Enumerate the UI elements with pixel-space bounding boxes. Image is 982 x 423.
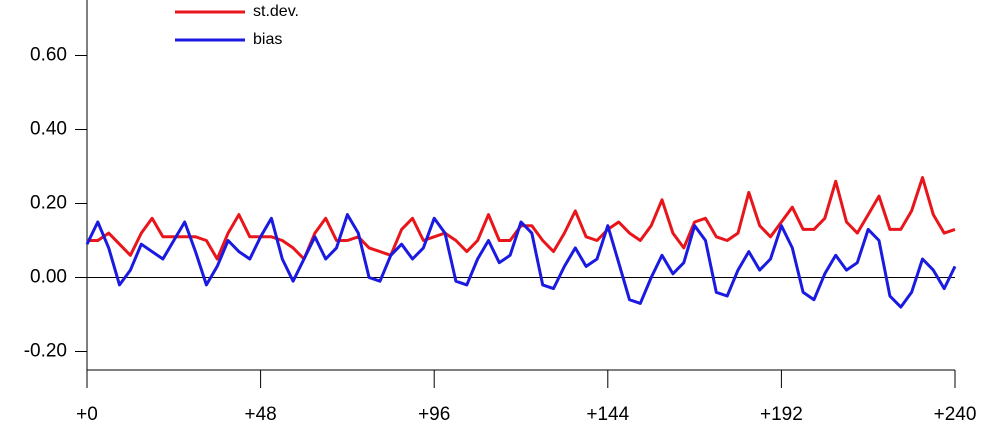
- legend-label: bias: [253, 31, 282, 48]
- legend-label: st.dev.: [253, 3, 299, 20]
- y-tick-label: 0.60: [30, 45, 67, 66]
- y-tick-label: -0.20: [24, 341, 67, 362]
- series-line: [85, 213, 957, 309]
- x-tick-label: +0: [76, 404, 98, 423]
- x-tick-label: +240: [934, 404, 977, 423]
- y-tick-label: 0.20: [30, 193, 67, 214]
- y-tick-label: 0.00: [30, 267, 67, 288]
- x-tick-label: +96: [418, 404, 450, 423]
- x-tick-label: +48: [244, 404, 276, 423]
- x-tick-label: +192: [760, 404, 803, 423]
- series-line: [87, 176, 956, 261]
- y-tick-label: 0.40: [30, 119, 67, 140]
- x-tick-label: +144: [586, 404, 629, 423]
